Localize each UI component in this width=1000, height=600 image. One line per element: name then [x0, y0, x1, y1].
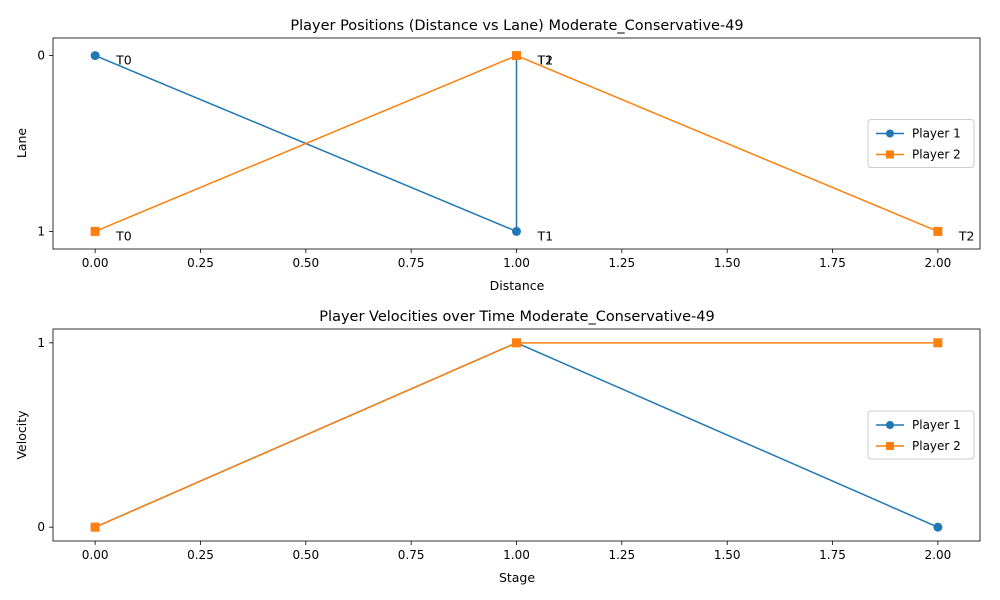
- positions-legend-label-1: Player 1: [912, 127, 961, 141]
- positions-y-tick-label: 1: [37, 224, 45, 238]
- positions-x-tick-label: 0.00: [82, 256, 109, 270]
- positions-x-tick-label: 1.50: [714, 256, 741, 270]
- velocities-legend-marker-2: [886, 442, 894, 450]
- positions-series-1-point: [512, 226, 521, 236]
- positions-series-2-point: [512, 51, 521, 61]
- velocities-chart: Player Velocities over Time Moderate_Con…: [14, 309, 981, 585]
- positions-x-tick-label: 0.25: [187, 256, 214, 270]
- velocities-x-tick-label: 1.25: [608, 548, 635, 562]
- positions-x-tick-label: 2.00: [925, 256, 952, 270]
- velocities-y-tick-label: 1: [37, 336, 45, 350]
- velocities-axes-frame: [52, 328, 981, 542]
- positions-legend-marker-1: [886, 129, 894, 138]
- positions-x-axis-label: Distance: [490, 278, 545, 293]
- velocities-x-tick-label: 0.75: [398, 548, 425, 562]
- velocities-x-tick-label: 1.00: [503, 548, 530, 562]
- positions-legend-marker-2: [886, 150, 894, 159]
- velocities-chart-title: Player Velocities over Time Moderate_Con…: [319, 309, 714, 325]
- velocities-y-axis-label: Velocity: [14, 410, 29, 460]
- velocities-series-2-point: [933, 338, 943, 348]
- velocities-x-tick-label: 0.50: [292, 548, 319, 562]
- velocities-series-2-point: [90, 522, 100, 532]
- velocities-series-1-point: [933, 522, 943, 532]
- positions-chart-title: Player Positions (Distance vs Lane) Mode…: [290, 18, 743, 34]
- positions-y-axis-label: Lane: [14, 128, 29, 159]
- positions-x-tick-label: 0.75: [398, 256, 425, 270]
- positions-series-2-point-label: T1: [537, 53, 554, 68]
- positions-x-tick-label: 1.75: [819, 256, 846, 270]
- positions-series-2-point: [90, 226, 100, 236]
- velocities-x-tick-label: 1.50: [714, 548, 741, 562]
- velocities-x-axis-label: Stage: [499, 570, 535, 585]
- velocities-x-tick-label: 2.00: [925, 548, 952, 562]
- positions-legend-label-2: Player 2: [912, 148, 961, 162]
- velocities-y-tick-label: 0: [37, 520, 45, 534]
- positions-y-tick-label: 0: [37, 49, 45, 63]
- velocities-legend: [867, 410, 975, 460]
- positions-x-tick-label: 1.25: [608, 256, 635, 270]
- positions-axes-frame: [52, 37, 981, 250]
- positions-x-tick-label: 0.50: [292, 256, 319, 270]
- positions-legend: [867, 119, 975, 168]
- velocities-legend-label-1: Player 1: [912, 418, 961, 432]
- velocities-series-2-point: [512, 338, 521, 348]
- positions-series-2-point: [933, 226, 943, 236]
- velocities-x-tick-label: 0.00: [82, 548, 109, 562]
- positions-x-tick-label: 1.00: [503, 256, 530, 270]
- velocities-legend-marker-1: [886, 421, 894, 429]
- positions-series-2-point-label: T2: [958, 228, 975, 243]
- velocities-legend-label-2: Player 2: [912, 439, 961, 453]
- positions-series-2-point-label: T0: [115, 228, 132, 243]
- positions-chart: Player Positions (Distance vs Lane) Mode…: [14, 18, 981, 293]
- positions-series-1-point-label: T0: [115, 53, 132, 68]
- positions-series-1-point: [90, 51, 100, 61]
- velocities-x-tick-label: 0.25: [187, 548, 214, 562]
- positions-series-1-point-label: T2: [537, 53, 554, 68]
- velocities-x-tick-label: 1.75: [819, 548, 846, 562]
- positions-series-1-point-label: T1: [537, 228, 554, 243]
